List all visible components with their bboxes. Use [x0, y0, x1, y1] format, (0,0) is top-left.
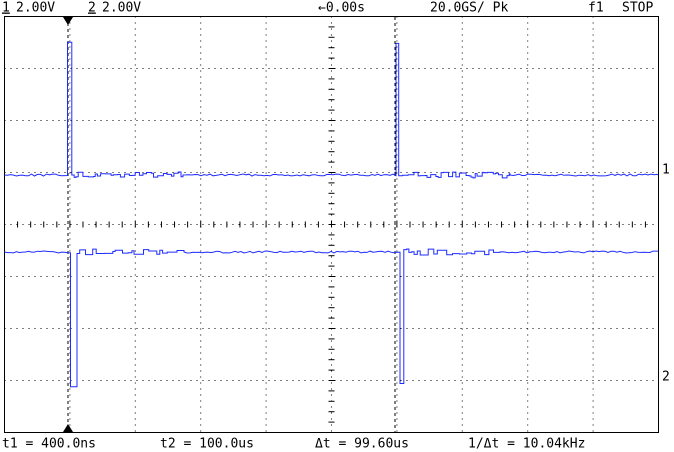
channel-1-waveform	[4, 41, 659, 179]
graticule	[4, 16, 659, 433]
ch2-scale: 2.00V	[102, 1, 141, 16]
ch1-scale: 2.00V	[16, 1, 55, 16]
time-offset: ←0.00s	[318, 1, 365, 16]
run-status: STOP	[622, 1, 653, 16]
cursor-t2: t2 = 100.0us	[160, 437, 254, 452]
sample-rate: 20.0GS/ Pk	[430, 1, 508, 16]
ch2-label: 2	[88, 1, 96, 16]
cursor-frequency: 1/Δt = 10.04kHz	[468, 437, 585, 452]
ch1-label: 1	[2, 1, 10, 16]
channel-2-waveform	[4, 248, 658, 388]
cursor-delta: Δt = 99.60us	[315, 437, 409, 452]
ch2-ground-marker: 2	[662, 370, 670, 385]
ch1-ground-marker: 1	[662, 163, 670, 178]
cursor-t1: t1 = 400.0ns	[2, 437, 96, 452]
trigger-marker-bottom	[63, 424, 73, 432]
trigger-source: f1	[588, 1, 604, 16]
trigger-marker-top	[63, 17, 73, 25]
